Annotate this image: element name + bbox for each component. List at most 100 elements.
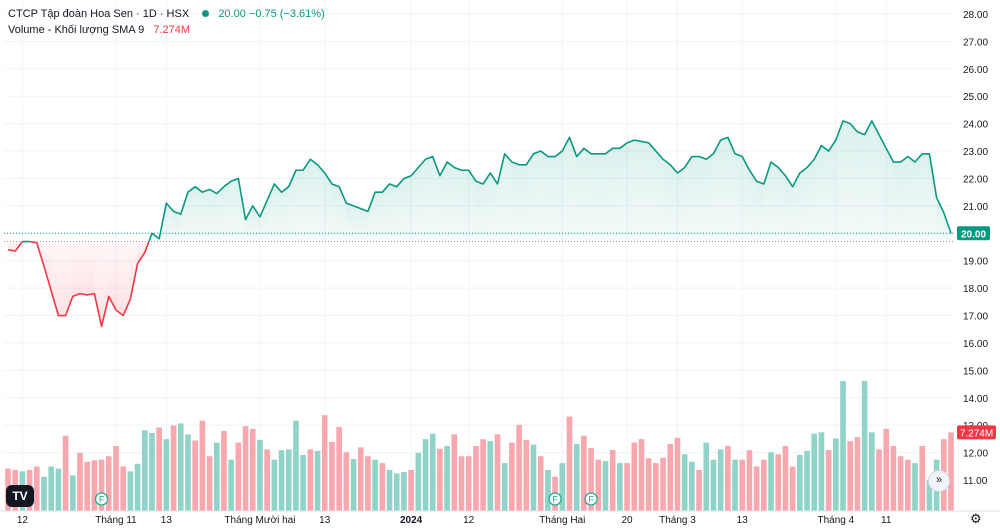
up-area bbox=[519, 164, 527, 242]
volume-bar bbox=[833, 438, 839, 511]
down-area bbox=[137, 241, 145, 264]
up-area bbox=[209, 189, 217, 242]
volume-bar bbox=[206, 456, 213, 511]
up-area bbox=[432, 156, 440, 242]
up-area bbox=[792, 172, 800, 242]
price-tick-label: 22.00 bbox=[963, 174, 988, 185]
up-area bbox=[360, 208, 368, 242]
up-area bbox=[324, 172, 332, 242]
price-tick-label: 25.00 bbox=[963, 92, 988, 103]
volume-bar bbox=[818, 432, 825, 511]
volume-bars bbox=[5, 381, 962, 511]
volume-bar bbox=[746, 450, 753, 511]
dividend-marker[interactable]: F bbox=[548, 492, 562, 506]
down-area bbox=[43, 241, 52, 291]
volume-bar bbox=[753, 466, 760, 511]
up-area bbox=[720, 137, 728, 242]
up-area bbox=[187, 186, 196, 242]
up-area bbox=[267, 183, 275, 242]
volume-bar bbox=[775, 454, 782, 511]
up-area bbox=[814, 145, 822, 242]
down-area bbox=[51, 241, 59, 316]
up-area bbox=[389, 183, 397, 242]
volume-row[interactable]: Volume - Khối lượng SMA 9 7.274M bbox=[8, 22, 325, 38]
volume-bar bbox=[141, 430, 148, 511]
volume-bar bbox=[105, 456, 112, 511]
up-area bbox=[691, 156, 700, 242]
up-area bbox=[317, 164, 325, 242]
up-area bbox=[353, 205, 361, 242]
up-area bbox=[533, 151, 541, 242]
volume-bar bbox=[494, 434, 501, 511]
price-tick-label: 28.00 bbox=[963, 10, 988, 21]
volume-bar bbox=[120, 466, 126, 511]
up-area bbox=[461, 170, 469, 242]
down-area bbox=[58, 241, 66, 316]
time-tick-label: Tháng 4 bbox=[817, 515, 854, 526]
up-area bbox=[195, 186, 203, 242]
volume-bar bbox=[55, 468, 62, 511]
up-area bbox=[562, 137, 570, 242]
up-area bbox=[569, 137, 577, 242]
volume-bar bbox=[905, 459, 911, 511]
symbol-row[interactable]: CTCP Tập đoàn Hoa Sen · 1D · HSX 20.00 −… bbox=[8, 6, 325, 22]
up-area bbox=[634, 140, 642, 242]
volume-bar bbox=[213, 442, 220, 511]
price-tick-label: 17.00 bbox=[963, 312, 988, 323]
dividend-marker[interactable]: F bbox=[584, 492, 598, 506]
volume-bar bbox=[307, 449, 314, 511]
up-area bbox=[288, 170, 296, 242]
up-area bbox=[295, 170, 304, 242]
scroll-right-icon[interactable]: » bbox=[928, 470, 950, 492]
volume-bar bbox=[883, 428, 890, 511]
symbol-title[interactable]: CTCP Tập đoàn Hoa Sen · 1D · HSX bbox=[8, 8, 190, 20]
volume-bar bbox=[696, 469, 702, 511]
volume-bar bbox=[739, 459, 746, 511]
up-area bbox=[396, 178, 404, 242]
volume-tag bbox=[957, 425, 996, 440]
volume-bar bbox=[422, 439, 429, 511]
up-area bbox=[526, 153, 534, 242]
up-area bbox=[447, 162, 455, 242]
up-area bbox=[382, 183, 390, 242]
time-tick-label: Tháng 3 bbox=[659, 515, 696, 526]
dividend-marker-label: F bbox=[552, 495, 558, 505]
price-tick-label: 12.00 bbox=[963, 449, 988, 460]
gear-icon[interactable]: ⚙ bbox=[970, 511, 982, 526]
up-area bbox=[907, 156, 916, 242]
up-area bbox=[670, 164, 678, 242]
up-area bbox=[418, 159, 426, 242]
volume-bar bbox=[350, 459, 357, 511]
volume-bar bbox=[69, 475, 76, 511]
volume-bar bbox=[264, 449, 270, 511]
dividend-marker[interactable]: F bbox=[94, 492, 109, 506]
volume-bar bbox=[487, 441, 494, 511]
volume-bar bbox=[609, 450, 616, 511]
volume-bar bbox=[293, 420, 299, 511]
time-tick-label: Tháng 11 bbox=[95, 515, 137, 526]
volume-bar bbox=[408, 469, 414, 511]
volume-bar bbox=[480, 439, 486, 511]
up-area bbox=[655, 151, 664, 242]
tradingview-logo-icon[interactable]: TV bbox=[6, 485, 34, 507]
up-area bbox=[900, 156, 908, 242]
down-area bbox=[8, 241, 16, 252]
up-area bbox=[763, 162, 772, 242]
up-area bbox=[735, 153, 743, 242]
volume-bar bbox=[501, 463, 508, 511]
up-area bbox=[166, 203, 174, 242]
volume-bar bbox=[811, 433, 818, 511]
down-area bbox=[72, 241, 80, 297]
volume-bar bbox=[271, 459, 278, 511]
price-tick-label: 18.00 bbox=[963, 284, 988, 295]
volume-bar bbox=[235, 442, 242, 511]
time-axis[interactable]: 12 Tháng 11 13 Tháng Mười hai 13 2024 12 Tháng … bbox=[0, 510, 1000, 529]
up-area bbox=[742, 156, 750, 242]
up-area bbox=[238, 178, 246, 242]
volume-bar bbox=[228, 459, 234, 511]
up-area bbox=[245, 205, 253, 242]
up-area bbox=[929, 153, 937, 242]
up-area bbox=[202, 189, 210, 242]
